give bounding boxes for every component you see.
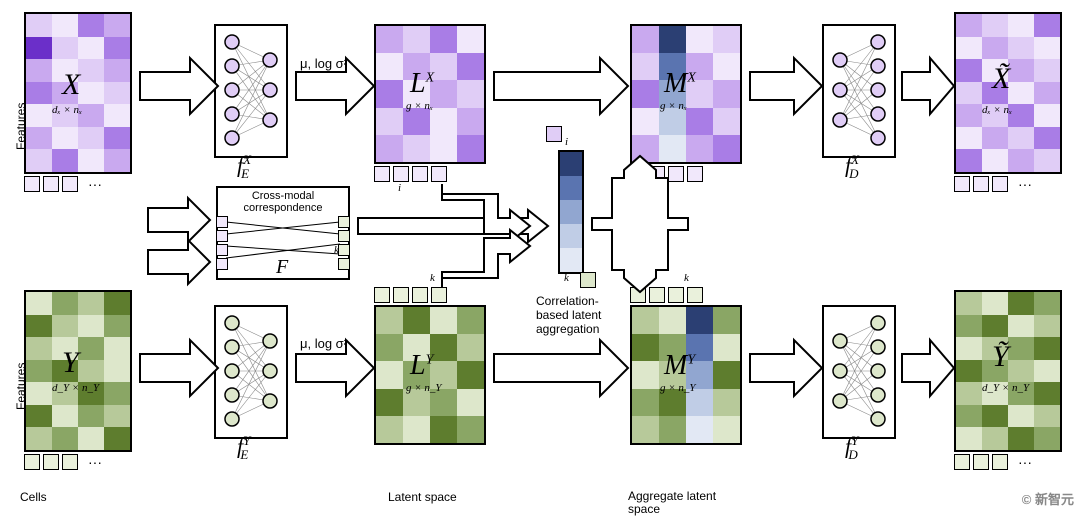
corr-label: Correlation- based latent aggregation <box>536 294 601 336</box>
label-feX: fXE <box>237 152 249 182</box>
My-k: k <box>684 272 689 284</box>
cells-row-X <box>24 176 78 192</box>
nn-svg-dx <box>824 26 894 156</box>
cbar-i: i <box>565 136 568 148</box>
label-dxnx2: dₓ × nₓ <box>982 104 1012 116</box>
decoder-Y <box>822 305 896 439</box>
arrows-layer <box>0 0 1080 512</box>
cells-row-Mx <box>630 166 703 182</box>
dots-X: ··· <box>88 176 102 192</box>
decoder-X <box>822 24 896 158</box>
cells-label: Cells <box>20 490 47 504</box>
mu-top: μ, log σ² <box>300 56 348 71</box>
encoder-Y <box>214 305 288 439</box>
nn-svg-ex <box>216 26 286 156</box>
cells-row-My <box>630 287 703 303</box>
nn-svg-ey <box>216 307 286 437</box>
label-feY: fYE <box>237 433 248 463</box>
Lx-i: i <box>398 182 401 194</box>
cells-row-Yt <box>954 454 1008 470</box>
label-F: F <box>276 256 288 279</box>
Ly-k: k <box>430 272 435 284</box>
cbar-top-sq <box>546 126 562 142</box>
label-dxnx: dₓ × nₓ <box>52 104 82 116</box>
agg-label: Aggregate latent space <box>628 490 716 516</box>
label-gny1: g × n_Y <box>406 382 442 394</box>
label-Lx: LX <box>410 68 434 100</box>
encoder-X <box>214 24 288 158</box>
label-X: X <box>62 68 80 102</box>
label-fdX: fXD <box>845 152 858 182</box>
dots-Y: ··· <box>88 454 102 470</box>
label-gnx2: g × nₓ <box>660 100 687 112</box>
Mx-i: i <box>652 182 655 194</box>
label-dyny2: d_Y × n_Y <box>982 382 1029 394</box>
cbar-bot-sq <box>580 272 596 288</box>
label-dyny: d_Y × n_Y <box>52 382 99 394</box>
label-My: MY <box>664 350 695 382</box>
F-right-col <box>338 216 350 272</box>
crossmodal-box: Cross-modalcorrespondence i k F <box>216 186 350 280</box>
dots-Xt: ··· <box>1018 176 1032 192</box>
label-gnx1: g × nₓ <box>406 100 433 112</box>
cells-row-Ly <box>374 287 447 303</box>
cells-row-Y <box>24 454 78 470</box>
label-Yt: Ỹ <box>992 340 1009 374</box>
label-Ly: LY <box>410 350 433 382</box>
mu-bot: μ, log σ² <box>300 336 348 351</box>
nn-svg-dy <box>824 307 894 437</box>
diagram-root: Features Features Cells X dₓ × nₓ ··· Y … <box>0 0 1080 512</box>
label-Mx: MX <box>664 68 696 100</box>
crossmodal-title: Cross-modalcorrespondence <box>218 190 348 214</box>
latent-label: Latent space <box>388 490 457 504</box>
correlation-bar <box>558 150 584 274</box>
F-left-col <box>216 216 228 272</box>
cbar-k: k <box>564 272 569 284</box>
label-Y: Y <box>62 346 79 380</box>
cells-row-Lx <box>374 166 447 182</box>
label-gny2: g × n_Y <box>660 382 696 394</box>
label-fdY: fYD <box>845 433 858 463</box>
dots-Yt: ··· <box>1018 454 1032 470</box>
cells-row-Xt <box>954 176 1008 192</box>
label-Xt: X̃ <box>992 62 1010 96</box>
watermark: © 新智元 <box>1022 489 1074 508</box>
